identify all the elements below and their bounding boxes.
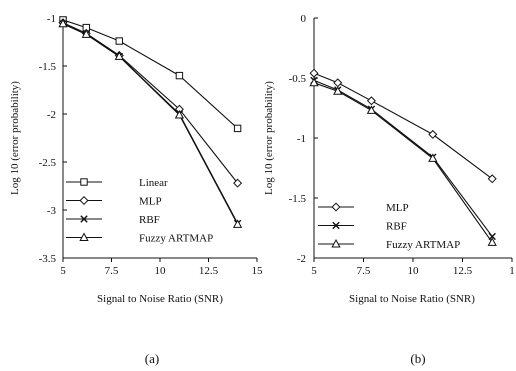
y-tick-label: 0 [301, 13, 307, 25]
y-tick-label: -1 [47, 13, 56, 25]
y-tick-label: -2 [47, 109, 56, 121]
data-point [115, 37, 123, 45]
chart-panel-a: -1 -1.5 -2 -2.5 -3 -3.55 7.5 10 12.5 15 Signal to … [9, 13, 263, 366]
data-point [233, 124, 242, 133]
legend: Linear MLP RBF Fuzzy ARTMAP [66, 177, 213, 245]
data-point [309, 68, 319, 78]
data-point [174, 109, 185, 119]
x-tick-label: 5 [60, 265, 66, 277]
y-tick-label: -1.5 [39, 61, 57, 73]
panel-label: (b) [410, 351, 425, 366]
legend-marker [331, 238, 341, 248]
x-tick-label: 7.5 [105, 265, 119, 277]
data-point [309, 77, 319, 87]
data-point [175, 71, 184, 80]
legend-entry: MLP [386, 202, 409, 214]
series-line [313, 82, 493, 243]
legend-marker [331, 202, 341, 212]
legend-marker [332, 221, 340, 230]
data-point [333, 78, 343, 88]
series-fuzzy-artmap [58, 18, 243, 228]
data-point [333, 86, 343, 95]
y-tick-label: -3 [47, 205, 57, 217]
x-axis-label: Signal to Noise Ratio (SNR) [97, 293, 223, 305]
y-tick-label: -3.5 [39, 253, 57, 265]
x-tick-label: 1 [509, 265, 515, 277]
legend-entry: RBF [386, 221, 407, 233]
data-point [428, 129, 438, 139]
y-tick-label: -1 [297, 133, 306, 145]
panel-label: (a) [145, 351, 159, 366]
legend-entry: Fuzzy ARTMAP [386, 239, 460, 251]
data-point [366, 96, 376, 106]
legend: MLP RBF Fuzzy ARTMAP [318, 202, 460, 251]
data-point [233, 178, 243, 188]
data-point [366, 105, 377, 114]
legend-marker [79, 232, 89, 241]
legend-entry: Linear [139, 177, 168, 189]
y-tick-label: -1.5 [289, 193, 307, 205]
y-tick-label: -2.5 [39, 157, 57, 169]
series-line [62, 22, 239, 184]
data-point [81, 29, 91, 38]
chart-panel-b: 0 -0.5 -1 -1.5 -2 5 7.5 10 12.5 1 Signal to Noise … [263, 13, 515, 366]
series-rbf [310, 76, 496, 241]
series-mlp [309, 68, 497, 184]
legend-entry: Fuzzy ARTMAP [139, 233, 213, 245]
legend-entry: MLP [139, 196, 162, 208]
data-point [232, 219, 243, 228]
x-tick-label: 15 [252, 265, 264, 277]
series-line [62, 23, 239, 224]
legend-marker [80, 178, 88, 186]
legend-entry: RBF [139, 214, 160, 226]
data-point [428, 153, 438, 162]
y-axis-label: Log 10 (error probability) [263, 81, 275, 195]
x-tick-label: 5 [311, 265, 317, 277]
data-point [114, 51, 124, 60]
x-tick-label: 10 [408, 265, 420, 277]
x-tick-label: 10 [155, 265, 167, 277]
x-axis-label: Signal to Noise Ratio (SNR) [349, 293, 475, 305]
series-line [313, 72, 493, 180]
data-point [487, 237, 497, 246]
y-tick-label: -0.5 [289, 73, 307, 85]
series-fuzzy-artmap [309, 77, 497, 246]
y-axis-label: Log 10 (error probability) [9, 81, 21, 195]
legend-marker [79, 195, 89, 206]
data-point [58, 18, 68, 28]
data-point [487, 174, 497, 184]
x-tick-label: 12.5 [199, 265, 219, 277]
x-tick-label: 12.5 [453, 265, 473, 277]
legend-marker [80, 215, 88, 223]
y-tick-label: -2 [297, 253, 306, 265]
series-line [62, 23, 239, 225]
series-mlp [58, 18, 243, 188]
x-tick-label: 7.5 [357, 265, 371, 277]
